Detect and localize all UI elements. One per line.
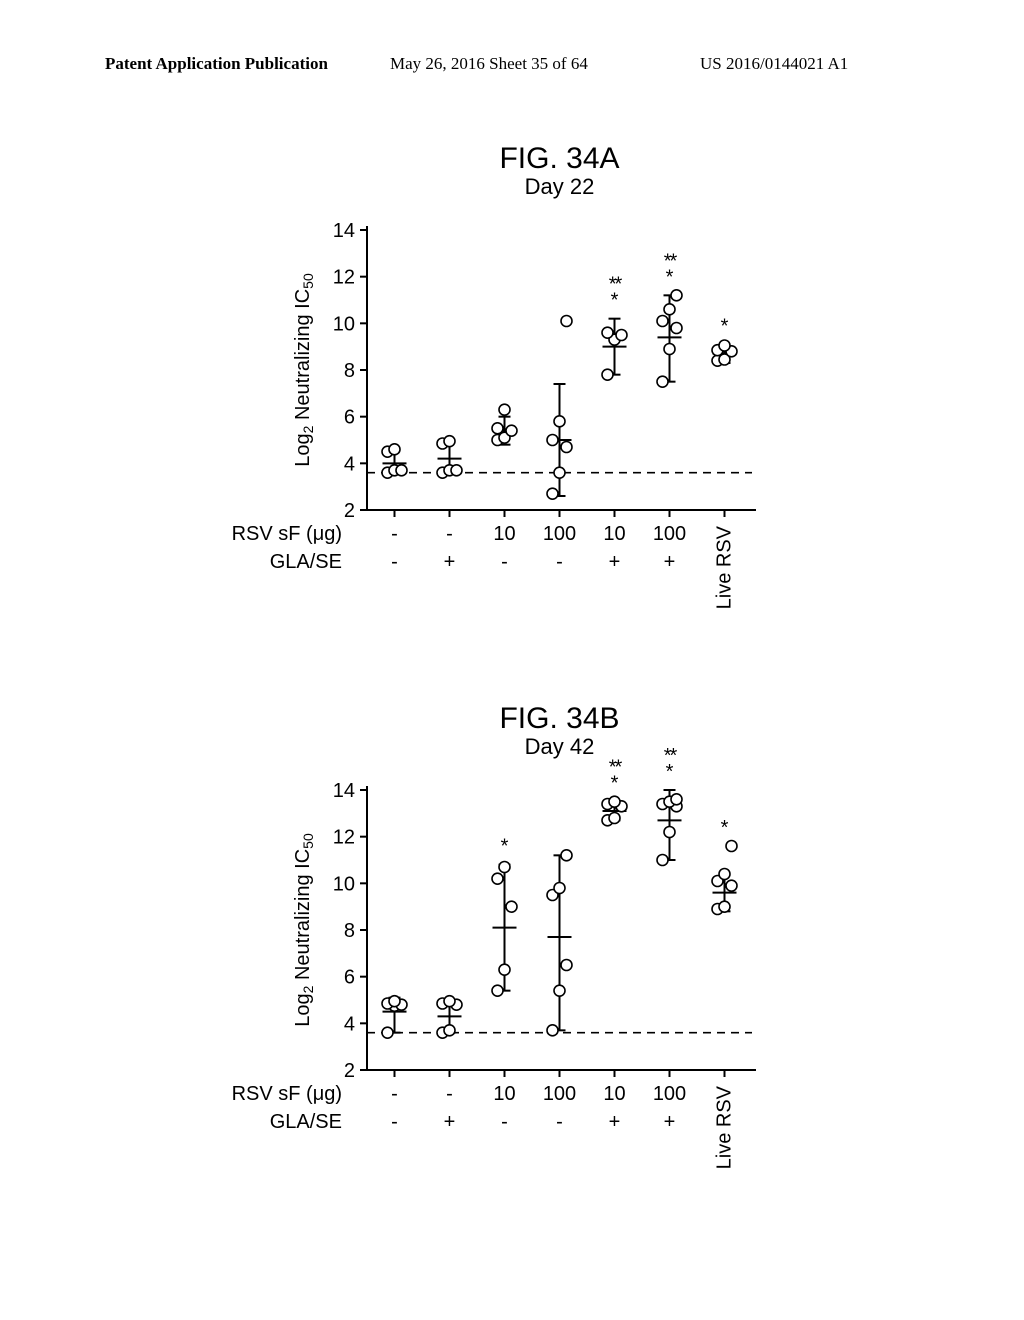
svg-text:+: + [664, 1111, 676, 1133]
svg-text:10: 10 [333, 313, 355, 335]
figure-34a: FIG. 34ADay 22 2 4 6 8 10 12 14 Log2 Neutralizin… [232, 130, 792, 640]
svg-text:+: + [444, 551, 456, 573]
svg-text:-: - [501, 551, 508, 573]
svg-text:100: 100 [653, 1083, 686, 1105]
svg-text:14: 14 [333, 780, 355, 802]
svg-text:GLA/SE: GLA/SE [270, 1111, 342, 1133]
svg-text:RSV sF (μg): RSV sF (μg) [232, 523, 342, 545]
svg-text:-: - [446, 1083, 453, 1105]
figure-34b: FIG. 34BDay 422468101214Log2 Neutralizin… [232, 690, 792, 1200]
svg-text:4: 4 [344, 453, 355, 475]
svg-text:10: 10 [603, 523, 625, 545]
svg-text:GLA/SE: GLA/SE [270, 551, 342, 573]
svg-text:-: - [556, 551, 563, 573]
svg-text:FIG. 34B: FIG. 34B [499, 702, 619, 735]
svg-text:Day 22: Day 22 [525, 174, 595, 199]
svg-text:6: 6 [344, 967, 355, 989]
svg-text:Log2 Neutralizing IC50: Log2 Neutralizing IC50 [292, 833, 316, 1027]
svg-text:+: + [664, 551, 676, 573]
svg-text:Live RSV: Live RSV [714, 525, 736, 609]
svg-text:2: 2 [344, 500, 355, 522]
svg-text:4: 4 [344, 1013, 355, 1035]
header-center: May 26, 2016 Sheet 35 of 64 [390, 54, 588, 74]
svg-text:12: 12 [333, 827, 355, 849]
svg-text:-: - [391, 551, 398, 573]
svg-text:2: 2 [344, 1060, 355, 1082]
svg-text:*: * [721, 817, 729, 839]
svg-text:Log2 Neutralizing IC50: Log2 Neutralizing IC50 [292, 273, 316, 467]
svg-text:+: + [444, 1111, 456, 1133]
svg-text:-: - [501, 1111, 508, 1133]
svg-text:100: 100 [653, 523, 686, 545]
svg-text:6: 6 [344, 407, 355, 429]
chart-a-svg: FIG. 34ADay 22 2 4 6 8 10 12 14 Log2 Neutralizin… [232, 130, 792, 640]
svg-text:*: * [501, 836, 509, 858]
svg-text:10: 10 [493, 1083, 515, 1105]
svg-text:10: 10 [603, 1083, 625, 1105]
svg-text:10: 10 [333, 873, 355, 895]
svg-text:*: * [666, 761, 674, 783]
svg-text:RSV sF (μg): RSV sF (μg) [232, 1083, 342, 1105]
svg-text:*: * [611, 773, 619, 795]
header-left: Patent Application Publication [105, 54, 328, 74]
svg-text:*: * [611, 290, 619, 312]
svg-text:-: - [391, 1083, 398, 1105]
svg-text:+: + [609, 1111, 621, 1133]
svg-text:8: 8 [344, 920, 355, 942]
svg-text:*: * [666, 266, 674, 288]
svg-text:-: - [391, 1111, 398, 1133]
svg-text:14: 14 [333, 220, 355, 242]
svg-text:FIG. 34A: FIG. 34A [499, 142, 619, 175]
svg-text:12: 12 [333, 267, 355, 289]
svg-text:-: - [556, 1111, 563, 1133]
svg-text:-: - [446, 523, 453, 545]
chart-b-svg: FIG. 34BDay 422468101214Log2 Neutralizin… [232, 690, 792, 1200]
svg-text:10: 10 [493, 523, 515, 545]
svg-text:8: 8 [344, 360, 355, 382]
svg-text:Live RSV: Live RSV [714, 1085, 736, 1169]
svg-text:100: 100 [543, 1083, 576, 1105]
header-right: US 2016/0144021 A1 [700, 54, 848, 74]
svg-text:+: + [609, 551, 621, 573]
svg-text:-: - [391, 523, 398, 545]
svg-text:*: * [721, 315, 729, 337]
svg-text:Day 42: Day 42 [525, 734, 595, 759]
svg-text:100: 100 [543, 523, 576, 545]
